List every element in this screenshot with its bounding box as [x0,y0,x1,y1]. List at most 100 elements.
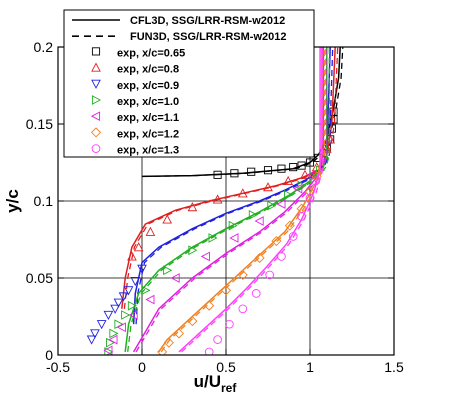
exp-marker [110,304,120,314]
exp-marker [306,169,316,180]
exp-marker [237,188,248,198]
exp-marker [133,242,144,252]
y-tick-label: 0 [45,347,53,363]
exp-marker [170,273,180,283]
y-axis-title: y/c [3,189,22,213]
fun3d-line [135,47,327,353]
exp-marker [173,328,184,339]
x-tick-label: 0 [138,359,146,375]
y-tick-label: 0.15 [26,116,53,132]
exp-marker [118,292,129,302]
exp-marker [228,220,238,231]
legend-label: exp, x/c=1.2 [117,128,179,140]
exp-marker [284,189,294,200]
exp-marker [103,345,113,355]
exp-marker [247,167,256,176]
exp-marker [277,164,286,173]
x-tick-label: 0.5 [216,359,236,375]
series-group [178,47,324,355]
series-group [157,47,325,355]
y-tick-label: 0.05 [26,270,53,286]
legend-label: CFL3D, SSG/LRR-RSM-w2012 [130,15,285,27]
legend-label: exp, x/c=1.1 [117,112,179,124]
exp-marker [304,186,316,197]
exp-marker [116,322,126,333]
exp-marker [277,252,286,261]
exp-marker [109,328,119,339]
legend-swatch-marker [91,47,101,56]
y-tick-label: 0.1 [34,193,54,209]
legend-entry: exp, x/c=1.2 [90,127,179,140]
exp-marker [163,265,173,276]
exp-marker [267,200,277,211]
exp-marker [86,335,97,345]
legend-label: FUN3D, SSG/LRR-RSM-w2012 [130,31,286,43]
exp-marker [204,300,215,311]
legend-label: exp, x/c=0.65 [117,47,185,59]
x-tick-label: 1.5 [384,359,404,375]
legend-entry: exp, x/c=0.8 [91,62,179,76]
legend-entry: exp, x/c=1.3 [91,144,179,157]
exp-marker [293,183,303,194]
exp-marker [230,169,239,178]
y-tick-label: 0.2 [34,39,54,55]
exp-marker [305,158,315,167]
exp-marker [121,310,131,320]
exp-marker [248,210,258,220]
legend-box [63,9,315,158]
exp-marker [297,161,306,170]
exp-marker [145,294,155,305]
legend-swatch-marker [90,111,101,122]
exp-marker [96,320,107,330]
exp-marker [213,170,222,179]
exp-marker [187,316,198,327]
exp-marker [283,175,294,186]
fun3d-line [127,47,330,352]
exp-marker [163,337,174,348]
legend-entry: exp, x/c=0.9 [91,79,179,92]
fun3d-line [144,47,344,178]
exp-marker [123,286,134,296]
exp-marker [208,233,218,243]
legend-entry: exp, x/c=1.0 [91,95,179,108]
exp-marker [289,163,298,172]
exp-marker [251,289,261,298]
legend-label: exp, x/c=1.0 [117,96,179,108]
cfl3d-line [132,47,331,325]
x-axis-title: u/Uref [194,372,238,395]
legend-swatch-marker [91,144,101,153]
exp-marker [229,233,239,243]
exp-marker [113,298,124,308]
exp-marker [296,203,307,214]
exp-marker [263,182,273,192]
exp-marker [288,232,298,241]
axis-ticks: -0.5 0 0.5 1 1.500.050.10.150.2 [26,39,404,375]
exp-marker [200,251,210,262]
exp-marker [263,166,273,175]
x-tick-label: -0.5 [46,359,70,375]
exp-marker [213,335,222,344]
legend: CFL3D, SSG/LRR-RSM-w2012 FUN3D, SSG/LRR-R… [63,9,315,158]
cfl3d-line [178,47,321,353]
legend-swatch-marker [91,95,102,105]
exp-marker [271,236,282,247]
exp-marker [162,214,173,224]
exp-marker [212,194,223,204]
cfl3d-line [124,47,328,352]
legend-label: exp, x/c=0.9 [117,80,179,92]
legend-swatch-marker [90,127,102,138]
exp-marker [276,199,286,209]
x-tick-label: 1 [306,359,314,375]
exp-marker [157,346,168,355]
exp-marker [127,300,137,311]
exp-marker [137,264,147,274]
exp-marker [108,334,118,345]
exp-marker [204,347,214,355]
exp-marker [265,270,275,280]
x-axis-title-main: u/U [194,372,221,391]
exp-marker [145,226,156,236]
exp-marker [90,329,100,339]
series-group [86,47,334,345]
exp-marker [254,216,264,226]
legend-entry: FUN3D, SSG/LRR-RSM-w2012 [72,31,286,43]
